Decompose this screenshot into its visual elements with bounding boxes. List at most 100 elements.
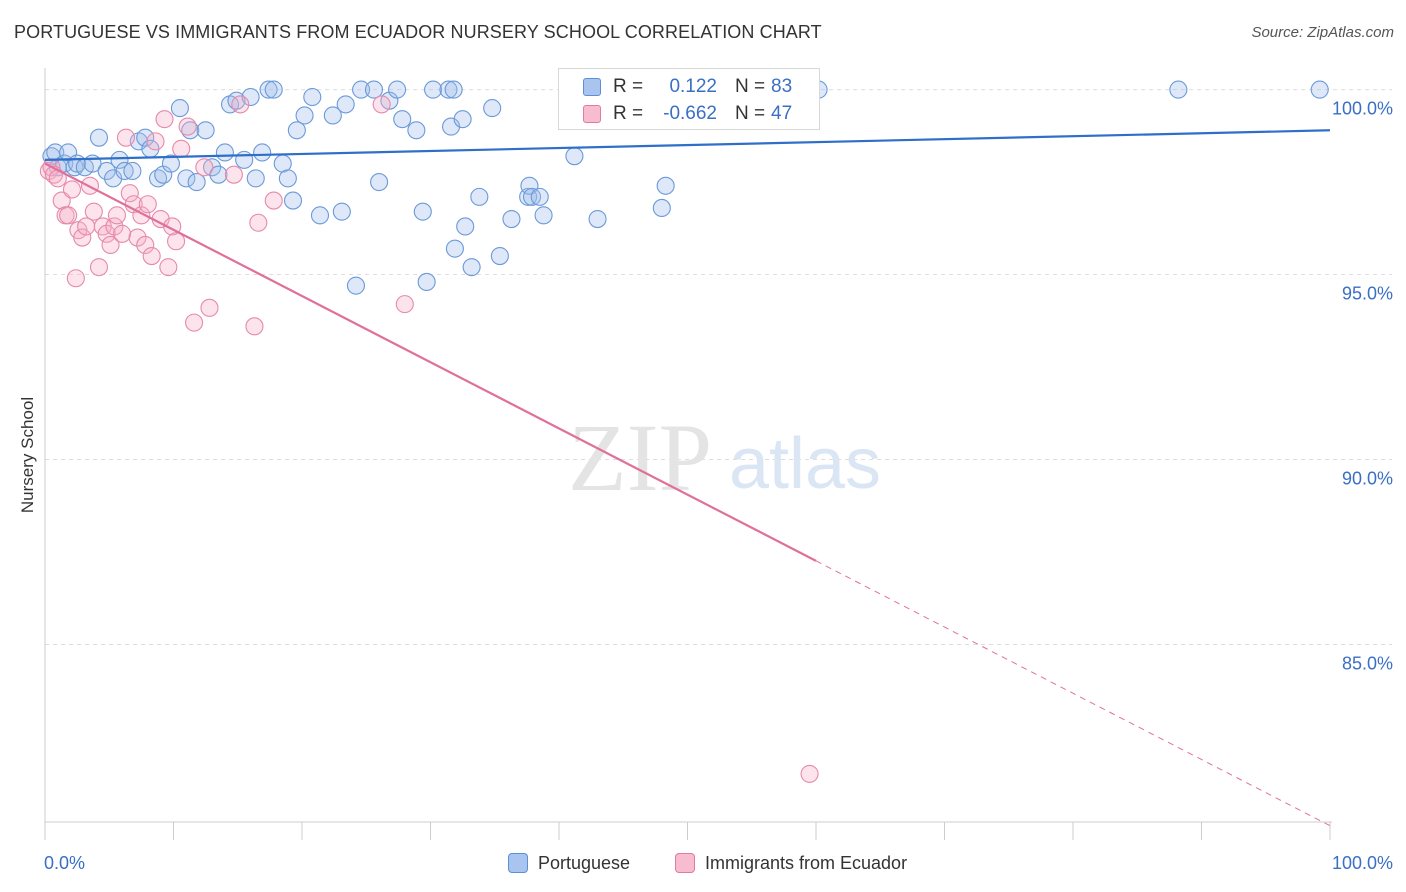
portuguese-point (370, 173, 389, 192)
ecuador-point (62, 180, 82, 199)
y-tick-label: 85.0% (1342, 653, 1393, 673)
ecuador-point (195, 158, 214, 177)
r-label: R = (613, 103, 644, 124)
ecuador-point (264, 191, 283, 210)
ecuador-point (59, 206, 78, 225)
portuguese-point (490, 246, 509, 266)
ecuador-point (245, 317, 264, 336)
portuguese-point (456, 217, 475, 236)
ecuador-trend-line (44, 162, 817, 562)
portuguese-swatch (583, 78, 601, 96)
bottom-legend: Portuguese Immigrants from Ecuador (0, 852, 1406, 876)
ecuador-point (372, 95, 391, 114)
portuguese-point (453, 110, 472, 129)
portuguese-point (445, 239, 464, 258)
portuguese-point (97, 161, 116, 181)
r-value: -0.662 (663, 103, 717, 124)
ecuador-point (155, 110, 174, 129)
ecuador-point (138, 195, 157, 214)
portuguese-point (417, 272, 436, 291)
portuguese-point (115, 161, 134, 181)
ecuador-point (73, 228, 92, 247)
y-tick-label: 95.0% (1342, 284, 1393, 304)
portuguese-point (462, 258, 481, 277)
portuguese-point (187, 173, 206, 192)
n-label: N = (735, 103, 766, 124)
watermark-atlas: atlas (729, 424, 881, 504)
ecuador-point (224, 165, 243, 184)
ecuador-point (136, 235, 155, 255)
legend-label-portuguese: Portuguese (538, 853, 631, 873)
portuguese-point (235, 150, 254, 169)
ecuador-point (249, 213, 268, 232)
grid-lines (45, 89, 1392, 645)
y-tick-label: 100.0% (1332, 99, 1393, 119)
ecuador-point (146, 132, 165, 151)
x-tick-label: 0.0% (44, 853, 85, 873)
portuguese-point (287, 121, 306, 140)
ecuador-point (142, 246, 161, 266)
portuguese-point (246, 169, 265, 188)
portuguese-point (483, 99, 502, 118)
portuguese-point (444, 80, 463, 99)
portuguese-point (310, 206, 330, 225)
portuguese-point (323, 106, 342, 125)
ecuador-point (107, 206, 127, 225)
portuguese-point (241, 87, 260, 107)
portuguese-point (502, 210, 521, 229)
portuguese-point (1310, 80, 1329, 99)
portuguese-point (407, 121, 426, 140)
ecuador-point (97, 224, 116, 243)
portuguese-point (424, 80, 443, 99)
portuguese-point (136, 128, 155, 147)
portuguese-point (283, 191, 303, 210)
trend-lines (44, 129, 1331, 827)
ecuador-point (395, 295, 414, 314)
ecuador-point (128, 228, 147, 247)
ecuador-point (159, 258, 178, 277)
tick-labels: 100.0% 95.0% 90.0% 85.0% 0.0% 100.0% (44, 99, 1393, 873)
portuguese-point (1169, 80, 1188, 99)
portuguese-point (264, 80, 283, 99)
portuguese-point (520, 176, 539, 195)
portuguese-point (161, 154, 180, 173)
chart-source: Source: ZipAtlas.com (1251, 24, 1394, 41)
portuguese-point (89, 128, 109, 147)
n-value: 83 (771, 76, 793, 97)
stats-legend: R = 0.122 N = 83 R = -0.662 N = 47 (558, 68, 820, 130)
portuguese-point (332, 202, 351, 221)
portuguese-point (215, 143, 234, 162)
portuguese-point (565, 147, 584, 166)
portuguese-point (295, 106, 314, 125)
portuguese-point (196, 121, 215, 140)
ecuador-trend-extension (815, 560, 1331, 827)
portuguese-point (352, 80, 371, 99)
stats-row-portuguese: R = 0.122 N = 83 (559, 72, 819, 100)
ecuador-point (800, 764, 819, 783)
ecuador-point (178, 117, 197, 136)
x-tick-label: 100.0% (1332, 853, 1393, 873)
chart-title: PORTUGUESE VS IMMIGRANTS FROM ECUADOR NU… (14, 22, 822, 42)
portuguese-point (346, 276, 366, 295)
portuguese-point (413, 202, 432, 221)
portuguese-trend-line (44, 129, 1331, 161)
y-tick-label: 90.0% (1342, 468, 1393, 488)
ecuador-point (101, 235, 120, 255)
portuguese-point (364, 80, 384, 99)
portuguese-point (439, 80, 458, 99)
portuguese-point (652, 198, 671, 218)
portuguese-point (522, 187, 542, 206)
portuguese-point (393, 110, 412, 129)
ecuador-point (105, 217, 124, 236)
r-label: R = (613, 76, 644, 97)
portuguese-point (209, 165, 228, 184)
axes (44, 68, 1332, 840)
ecuador-point (172, 139, 191, 158)
portuguese-point (470, 187, 489, 206)
portuguese-point (530, 187, 549, 206)
n-label: N = (735, 76, 766, 97)
portuguese-point (656, 176, 675, 195)
portuguese-point (177, 169, 196, 188)
ecuador-points (39, 95, 819, 783)
r-value: 0.122 (669, 76, 717, 97)
